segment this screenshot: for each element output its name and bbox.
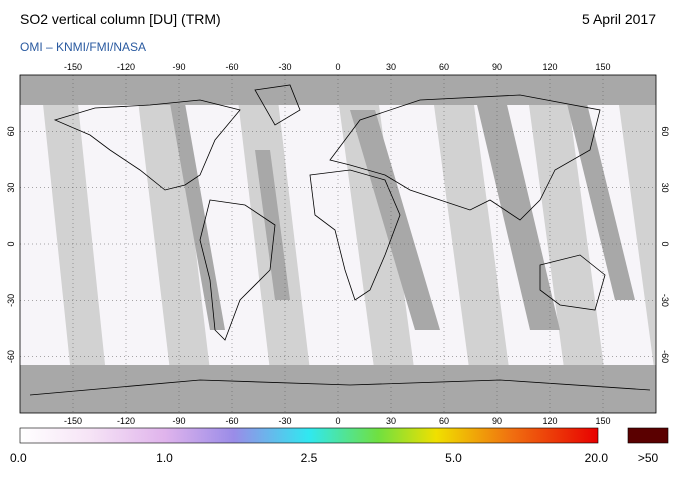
- colorbar: [19, 427, 599, 444]
- lon-label-bottom: -30: [278, 416, 291, 426]
- lon-label-top: 150: [595, 62, 610, 72]
- lon-label-top: -120: [117, 62, 135, 72]
- lon-label-bottom: -90: [172, 416, 185, 426]
- lon-label-top: -30: [278, 62, 291, 72]
- lat-label-left: -30: [6, 294, 16, 307]
- lat-label-right: 30: [660, 183, 670, 193]
- credit: OMI – KNMI/FMI/NASA: [20, 40, 146, 54]
- colorbar-overflow: [627, 427, 669, 444]
- lon-label-top: 60: [439, 62, 449, 72]
- lon-label-top: -60: [225, 62, 238, 72]
- lat-label-left: 0: [6, 241, 16, 246]
- lon-label-bottom: 0: [335, 416, 340, 426]
- colorbar-label: 5.0: [445, 451, 462, 465]
- lon-label-bottom: 120: [542, 416, 557, 426]
- lon-label-top: 0: [335, 62, 340, 72]
- lat-label-right: -60: [660, 350, 670, 363]
- lon-label-bottom: 60: [439, 416, 449, 426]
- lon-label-top: -90: [172, 62, 185, 72]
- lon-label-top: -150: [64, 62, 82, 72]
- map-frame: [19, 74, 657, 414]
- colorbar-label: 2.5: [301, 451, 318, 465]
- lat-label-left: 30: [6, 183, 16, 193]
- lon-label-top: 90: [492, 62, 502, 72]
- lat-label-left: 60: [6, 126, 16, 136]
- colorbar-label: 1.0: [156, 451, 173, 465]
- lon-label-top: 30: [386, 62, 396, 72]
- map-area: [20, 75, 656, 413]
- colorbar-label: 20.0: [585, 451, 609, 465]
- lon-label-bottom: 150: [595, 416, 610, 426]
- lat-label-left: -60: [6, 350, 16, 363]
- lat-label-right: 0: [660, 241, 670, 246]
- overflow-label: >50: [638, 451, 659, 465]
- lon-label-top: 120: [542, 62, 557, 72]
- colorbar-label: 0.0: [10, 451, 27, 465]
- lat-label-right: -30: [660, 294, 670, 307]
- lon-label-bottom: -60: [225, 416, 238, 426]
- lon-label-bottom: 90: [492, 416, 502, 426]
- date: 5 April 2017: [582, 11, 656, 27]
- lon-label-bottom: -150: [64, 416, 82, 426]
- lon-label-bottom: 30: [386, 416, 396, 426]
- lon-label-bottom: -120: [117, 416, 135, 426]
- title: SO2 vertical column [DU] (TRM): [20, 11, 221, 27]
- graticule: [20, 75, 656, 413]
- lat-label-right: 60: [660, 126, 670, 136]
